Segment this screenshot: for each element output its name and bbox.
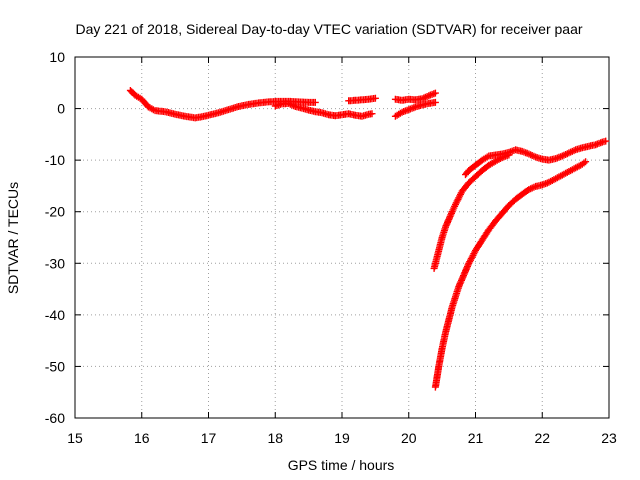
y-tick-label: -50 <box>45 358 65 374</box>
series-segment-7 <box>462 137 610 179</box>
series-segment-8 <box>431 158 590 391</box>
x-tick-label: 16 <box>134 430 150 446</box>
series-segment-6 <box>430 151 513 272</box>
y-axis-label: SDTVAR / TECUs <box>5 182 21 294</box>
y-tick-label: -40 <box>45 307 65 323</box>
x-tick-label: 19 <box>334 430 350 446</box>
series-markers <box>431 158 590 391</box>
x-tick-label: 18 <box>267 430 283 446</box>
y-tick-label: 10 <box>49 49 65 65</box>
y-tick-labels: 10 0 -10 -20 -30 -40 -50 -60 <box>45 49 65 426</box>
series-segment-5 <box>391 98 439 120</box>
y-tick-label: -30 <box>45 255 65 271</box>
series-markers <box>271 99 376 120</box>
series-markers <box>391 89 439 104</box>
series-segment-1 <box>126 87 319 122</box>
axis-ticks <box>74 56 610 419</box>
x-tick-label: 20 <box>401 430 417 446</box>
series-segment-2 <box>271 99 376 120</box>
series-markers <box>345 94 379 105</box>
y-tick-label: -10 <box>45 152 65 168</box>
series-segment-4 <box>391 89 439 104</box>
series-markers <box>126 87 319 122</box>
x-tick-label: 22 <box>534 430 550 446</box>
chart-title: Day 221 of 2018, Sidereal Day-to-day VTE… <box>75 21 582 37</box>
x-tick-label: 21 <box>468 430 484 446</box>
x-tick-label: 15 <box>67 430 83 446</box>
y-tick-label: -20 <box>45 204 65 220</box>
y-tick-label: 0 <box>57 101 65 117</box>
series-markers <box>462 137 610 179</box>
series-markers <box>391 98 439 120</box>
y-tick-label: -60 <box>45 410 65 426</box>
x-tick-label: 23 <box>601 430 617 446</box>
series-segment-3 <box>345 94 379 105</box>
x-tick-labels: 15 16 17 18 19 20 21 22 23 <box>67 430 617 446</box>
series-markers <box>430 151 513 272</box>
x-axis-label: GPS time / hours <box>288 457 395 473</box>
x-tick-label: 17 <box>201 430 217 446</box>
data-points <box>126 87 610 391</box>
